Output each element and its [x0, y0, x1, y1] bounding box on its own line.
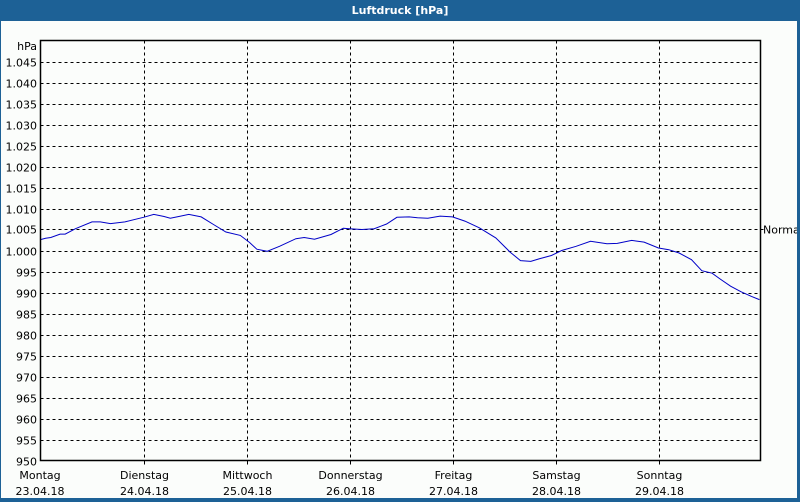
- y-tick-label: 1.030: [6, 120, 38, 133]
- x-tick-date: 29.04.18: [635, 485, 684, 498]
- x-tick-day: Donnerstag: [318, 469, 382, 482]
- y-tick-label: 1.010: [6, 204, 38, 217]
- y-tick-label: 990: [16, 288, 37, 301]
- y-tick-label: 1.015: [6, 183, 38, 196]
- y-tick-label: 995: [16, 267, 37, 280]
- y-tick-label: 960: [16, 414, 37, 427]
- x-tick-day: Samstag: [532, 469, 580, 482]
- y-tick-label: 1.045: [6, 57, 38, 70]
- x-tick-day: Montag: [19, 469, 60, 482]
- window-title: Luftdruck [hPa]: [0, 0, 800, 21]
- y-tick-label: 975: [16, 351, 37, 364]
- chart-panel: 1.045 1.040 1.035 1.030 1.025 1.020 1.015 1.010…: [1, 21, 800, 498]
- x-tick-day: Sonntag: [637, 469, 683, 482]
- x-tick-date: 23.04.18: [16, 485, 65, 498]
- normal-reference-label: Normal: [763, 224, 797, 237]
- y-tick-label: 1.040: [6, 78, 38, 91]
- x-tick-date: 26.04.18: [326, 485, 375, 498]
- x-tick-day: Mittwoch: [223, 469, 273, 482]
- y-axis-unit-label: hPa: [17, 40, 37, 53]
- x-tick-date: 25.04.18: [223, 485, 272, 498]
- y-tick-label: 970: [16, 372, 37, 385]
- pressure-series-line: [40, 213, 760, 301]
- y-tick-label: 1.020: [6, 162, 38, 175]
- y-tick-label: 965: [16, 393, 37, 406]
- pressure-line-chart: 1.045 1.040 1.035 1.030 1.025 1.020 1.015 1.010…: [6, 39, 800, 498]
- plot-frame: [39, 39, 762, 462]
- y-tick-label: 985: [16, 309, 37, 322]
- y-tick-label: 980: [16, 330, 37, 343]
- y-tick-label: 955: [16, 435, 37, 448]
- y-tick-label: 1.000: [6, 246, 38, 259]
- y-axis-ticks: 1.045 1.040 1.035 1.030 1.025 1.020 1.015 1.010…: [6, 57, 38, 469]
- x-axis-ticks: Montag 23.04.18 Dienstag 24.04.18 Mittwoch 25…: [16, 229, 764, 498]
- x-tick-day: Dienstag: [120, 469, 169, 482]
- y-tick-label: 1.005: [6, 224, 38, 237]
- x-tick-date: 24.04.18: [120, 485, 169, 498]
- gridlines: [40, 40, 761, 461]
- y-tick-label: 1.025: [6, 141, 38, 154]
- x-tick-day: Freitag: [435, 469, 473, 482]
- x-tick-date: 28.04.18: [532, 485, 581, 498]
- x-tick-date: 27.04.18: [429, 485, 478, 498]
- y-tick-label: 1.035: [6, 99, 38, 112]
- y-tick-label: 950: [16, 456, 37, 469]
